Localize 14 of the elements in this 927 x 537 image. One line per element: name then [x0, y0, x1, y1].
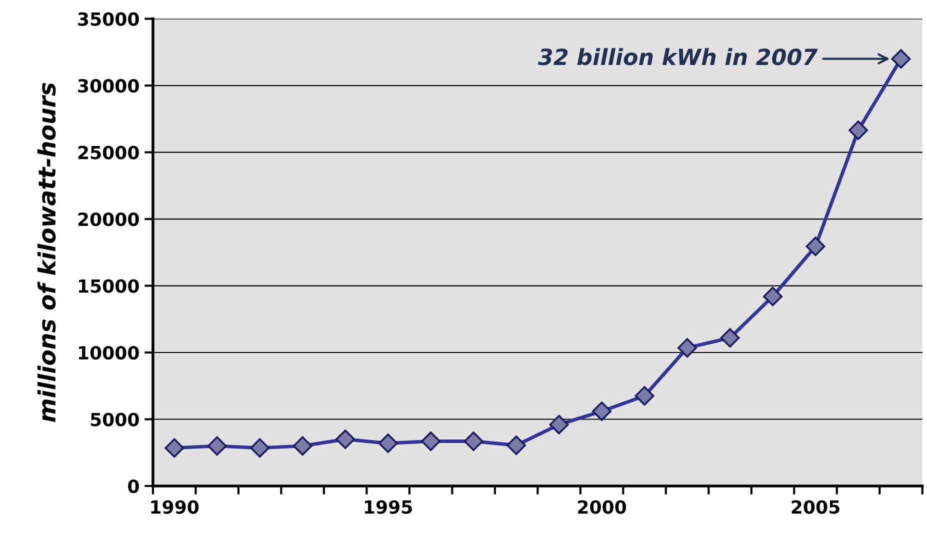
y-tick-label: 20000: [78, 212, 139, 226]
x-tick-label: 1990: [151, 500, 199, 514]
x-tick-label: 1995: [364, 500, 412, 514]
y-tick-label: 35000: [78, 12, 139, 26]
x-tick-label: 2000: [578, 500, 626, 514]
y-tick-label: 25000: [78, 146, 139, 160]
y-tick-label: 30000: [78, 78, 139, 93]
y-tick-label: 0: [128, 479, 139, 494]
y-tick-label: 5000: [90, 412, 139, 426]
y-tick-label: 10000: [78, 346, 139, 360]
x-tick-label: 2005: [792, 500, 840, 514]
y-axis-title: millions of kilowatt-hours: [37, 82, 56, 422]
y-tick-label: 15000: [78, 279, 139, 293]
annotation: 32 billion kWh in 2007: [538, 48, 818, 66]
